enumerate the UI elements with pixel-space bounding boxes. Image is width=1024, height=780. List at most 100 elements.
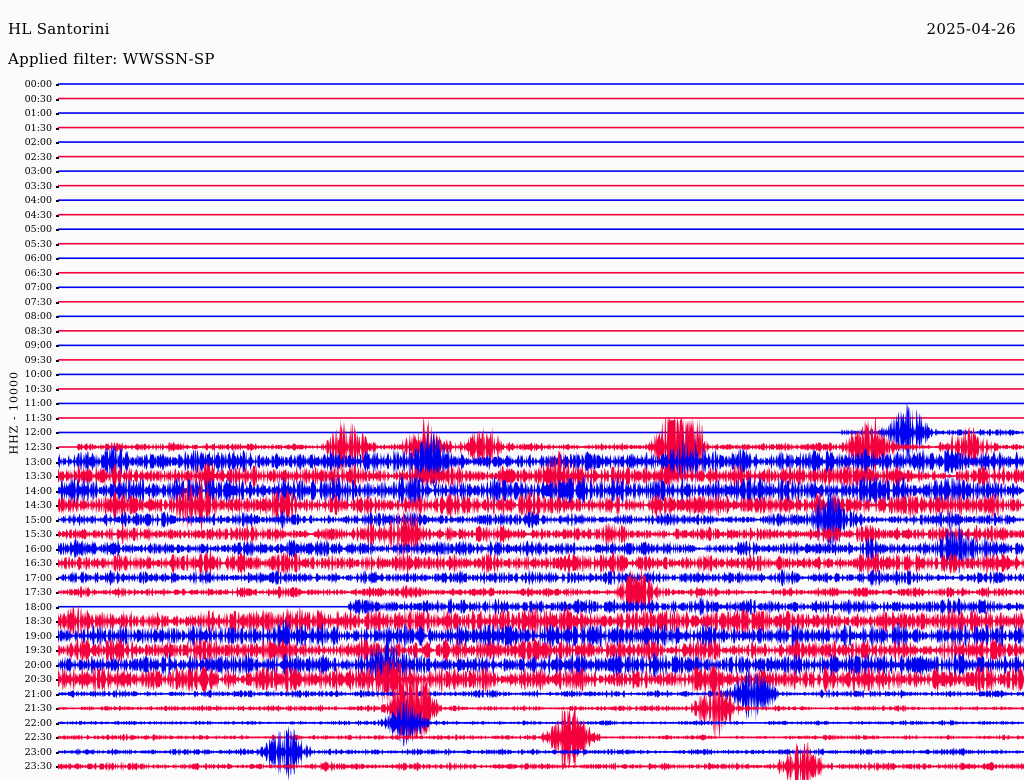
applied-filter-label: Applied filter: WWSSN-SP <box>8 50 215 68</box>
trace-baseline <box>58 184 1024 187</box>
time-tick-label: 05:30 <box>24 238 52 250</box>
trace-row <box>58 741 1024 780</box>
time-tick-mark <box>56 490 59 493</box>
time-tick-label: 22:00 <box>24 717 52 729</box>
trace-baseline <box>58 112 1024 114</box>
time-tick-label: 01:00 <box>24 108 52 120</box>
trace-baseline <box>58 286 1024 289</box>
trace-baseline <box>58 228 1024 230</box>
time-tick-mark <box>56 359 59 362</box>
time-tick-mark <box>56 592 59 595</box>
time-tick-label: 04:00 <box>24 195 52 207</box>
chart-header: HL Santorini 2025-04-26 Applied filter: … <box>0 0 1024 78</box>
time-tick-mark <box>56 766 59 769</box>
time-tick-mark <box>56 229 59 232</box>
trace-baseline <box>58 257 1024 260</box>
time-tick-label: 00:30 <box>24 93 52 105</box>
trace-baseline <box>58 199 1024 201</box>
time-tick-mark <box>56 577 59 580</box>
time-tick-mark <box>56 156 59 159</box>
time-tick-label: 03:00 <box>24 166 52 178</box>
time-tick-label: 11:30 <box>24 412 52 424</box>
trace-baseline <box>58 518 1024 521</box>
trace-baseline <box>58 562 1024 564</box>
trace-baseline <box>58 620 1024 623</box>
trace-baseline <box>58 533 1024 535</box>
time-tick-mark <box>56 708 59 711</box>
trace-baseline <box>58 649 1024 652</box>
time-tick-mark <box>56 476 59 479</box>
time-tick-label: 08:30 <box>24 325 52 337</box>
time-tick-mark <box>56 403 59 406</box>
time-tick-label: 20:30 <box>24 674 52 686</box>
trace-baseline <box>58 155 1024 158</box>
time-tick-label: 21:30 <box>24 703 52 715</box>
trace-baseline <box>58 576 1024 579</box>
trace-row <box>58 568 1024 618</box>
trace-baseline <box>58 504 1024 506</box>
trace-baseline <box>58 373 1024 376</box>
trace-baseline <box>58 547 1024 550</box>
time-tick-label: 05:00 <box>24 224 52 236</box>
trace-baseline <box>58 489 1024 492</box>
time-tick-mark <box>56 287 59 290</box>
time-tick-label: 13:30 <box>24 471 52 483</box>
time-tick-mark <box>56 505 59 508</box>
time-tick-label: 02:30 <box>24 151 52 163</box>
record-date: 2025-04-26 <box>926 20 1016 38</box>
time-tick-label: 16:30 <box>24 558 52 570</box>
trace-baseline <box>58 402 1024 405</box>
time-tick-mark <box>56 679 59 682</box>
time-tick-label: 14:30 <box>24 500 52 512</box>
trace-baseline <box>58 707 1024 710</box>
time-tick-label: 04:30 <box>24 209 52 221</box>
trace-baseline <box>58 736 1024 739</box>
time-tick-mark <box>56 548 59 551</box>
trace-baseline <box>58 431 1024 434</box>
time-tick-mark <box>56 534 59 537</box>
seismic-traces <box>58 83 1024 780</box>
time-tick-label: 03:30 <box>24 180 52 192</box>
time-tick-mark <box>56 142 59 145</box>
time-tick-mark <box>56 751 59 754</box>
time-tick-label: 10:00 <box>24 369 52 381</box>
trace-baseline <box>58 344 1024 347</box>
time-tick-label: 18:00 <box>24 601 52 613</box>
time-tick-mark <box>56 461 59 464</box>
time-tick-label: 00:00 <box>24 79 52 90</box>
time-tick-label: 09:00 <box>24 340 52 352</box>
time-tick-mark <box>56 113 59 116</box>
trace-area <box>58 78 1024 780</box>
time-tick-label: 09:30 <box>24 354 52 366</box>
trace-baseline <box>58 97 1024 100</box>
time-tick-label: 17:00 <box>24 572 52 584</box>
time-tick-mark <box>56 722 59 725</box>
trace-baseline <box>58 141 1024 143</box>
time-axis: 00:00 00:30 01:00 01:30 02:00 02:30 03:00 03:30… <box>0 78 60 780</box>
trace-baseline <box>58 460 1024 463</box>
time-tick-mark <box>56 606 59 609</box>
time-tick-mark <box>56 243 59 246</box>
time-tick-label: 12:00 <box>24 427 52 439</box>
trace-baseline <box>58 315 1024 318</box>
time-tick-mark <box>56 432 59 435</box>
time-tick-label: 22:30 <box>24 732 52 744</box>
time-tick-label: 21:00 <box>24 688 52 700</box>
trace-baseline <box>58 213 1024 216</box>
trace-row <box>58 654 1024 707</box>
trace-baseline <box>58 678 1024 681</box>
trace-row <box>58 725 1024 780</box>
time-tick-label: 18:30 <box>24 616 52 628</box>
trace-baseline <box>58 751 1024 753</box>
trace-row <box>58 477 1024 535</box>
trace-baseline <box>58 271 1024 274</box>
time-tick-mark <box>56 519 59 522</box>
time-tick-mark <box>56 345 59 348</box>
trace-baseline <box>58 722 1024 724</box>
trace-row <box>58 508 1024 563</box>
time-tick-mark <box>56 374 59 377</box>
trace-baseline <box>58 634 1024 637</box>
trace-baseline <box>58 591 1024 593</box>
time-tick-label: 08:00 <box>24 311 52 323</box>
time-tick-mark <box>56 272 59 275</box>
